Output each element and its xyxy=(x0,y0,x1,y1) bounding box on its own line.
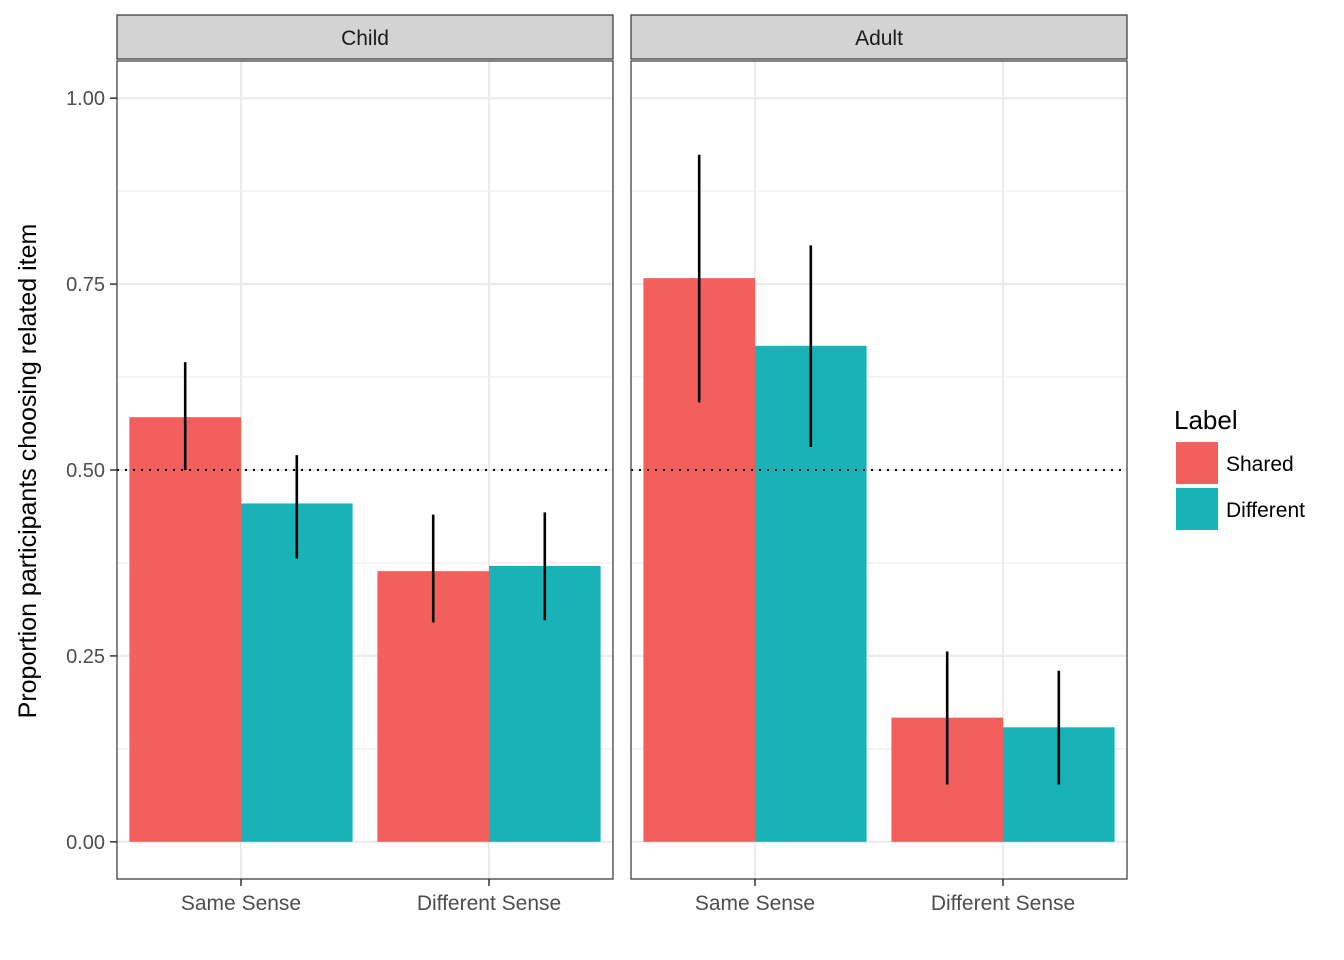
facet-strip-label: Adult xyxy=(855,27,903,50)
facet-panel-child: Child Same Sense Different Sense 0.00 0.25 0.… xyxy=(66,14,614,915)
y-tick-label: 0.50 xyxy=(66,460,105,482)
legend-label-shared: Shared xyxy=(1226,453,1294,476)
facet-strip xyxy=(116,14,614,60)
facet-strip-label: Child xyxy=(341,27,389,50)
y-tick-label: 0.25 xyxy=(66,646,105,668)
bar-child-shared-0 xyxy=(129,417,241,842)
x-tick-label: Same Sense xyxy=(695,892,815,915)
panel-border xyxy=(630,60,1128,880)
x-tick-label: Different Sense xyxy=(931,892,1075,915)
y-tick-label: 0.00 xyxy=(66,832,105,854)
legend: Label Shared Different xyxy=(1174,405,1305,530)
legend-key-different xyxy=(1176,488,1218,530)
x-tick-label: Different Sense xyxy=(417,892,561,915)
legend-title: Label xyxy=(1174,405,1238,435)
facet-strip xyxy=(630,14,1128,60)
x-tick-label: Same Sense xyxy=(181,892,301,915)
bar-child-different-0 xyxy=(241,503,353,842)
facet-panel-adult: Adult Same Sense Different Sense xyxy=(630,14,1128,915)
legend-label-different: Different xyxy=(1226,499,1305,522)
y-tick-label: 1.00 xyxy=(66,88,105,110)
legend-key-shared xyxy=(1176,442,1218,484)
y-axis-label: Proportion participants choosing related… xyxy=(14,224,42,719)
y-tick-label: 0.75 xyxy=(66,274,105,296)
